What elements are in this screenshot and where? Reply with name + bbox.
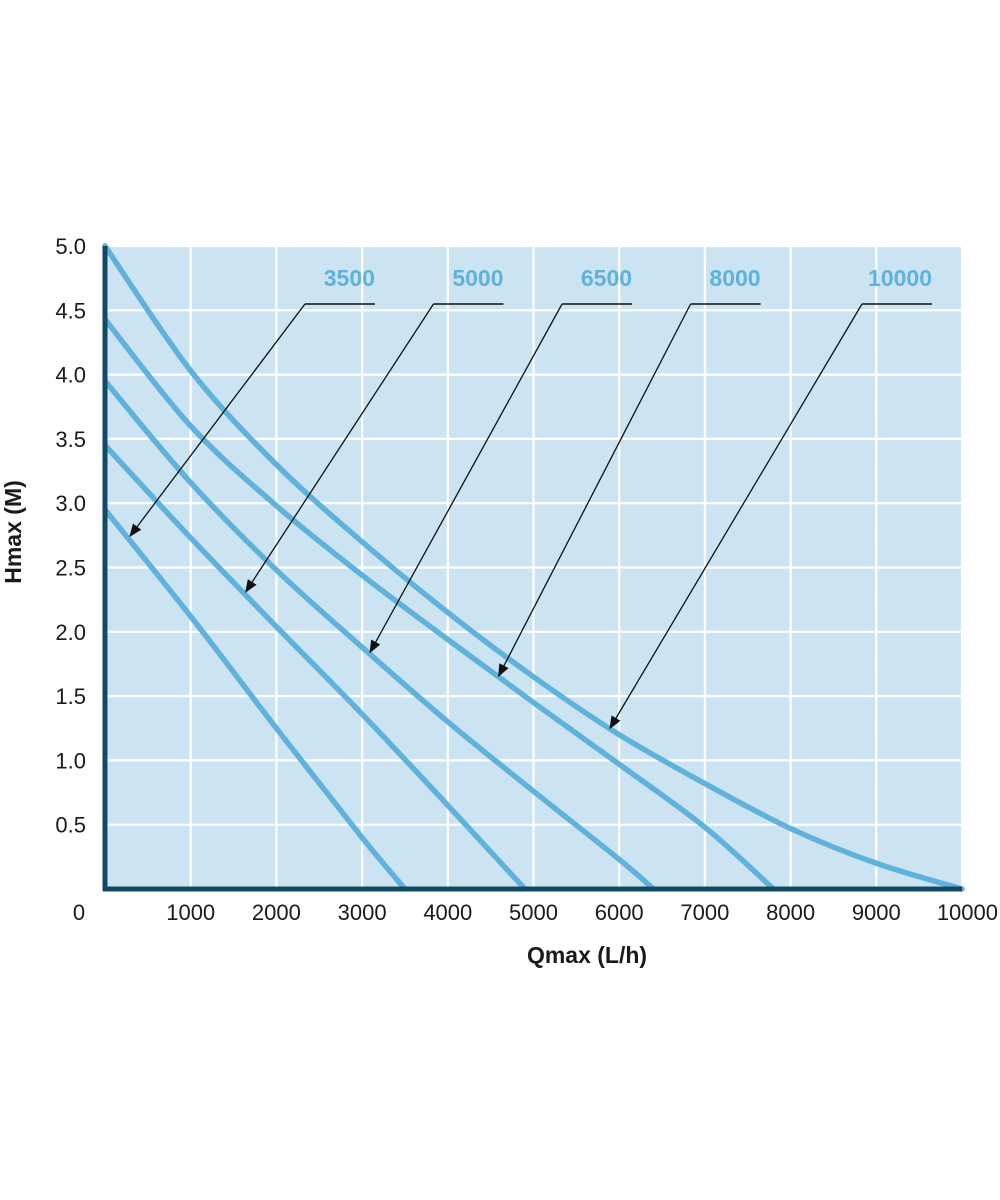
arrow-5000	[245, 303, 435, 593]
x-axis-title: Qmax (L/h)	[527, 942, 647, 968]
y-tick-label: 0.5	[55, 813, 86, 838]
x-tick-label: 4000	[423, 900, 472, 925]
x-tick-label: 5000	[509, 900, 558, 925]
x-tick-label: 6000	[595, 900, 644, 925]
grid-lines	[105, 244, 964, 889]
y-tick-label: 4.5	[55, 298, 86, 323]
arrow-3500	[129, 303, 306, 538]
x-tick-label: 7000	[680, 900, 729, 925]
series-curves	[102, 243, 965, 892]
series-label-8000: 8000	[709, 265, 760, 291]
x-tick-label: 9000	[852, 900, 901, 925]
series-label-6500: 6500	[581, 265, 632, 291]
x-tick-label: 8000	[766, 900, 815, 925]
x-tick-label: 3000	[338, 900, 387, 925]
series-curve-5000	[102, 442, 528, 892]
arrow-6500	[369, 303, 563, 654]
arrow-10000	[609, 303, 863, 730]
series-curve-8000	[102, 316, 777, 892]
y-tick-label: 4.0	[55, 363, 86, 388]
y-tick-label: 2.0	[55, 620, 86, 645]
series-label-3500: 3500	[324, 265, 375, 291]
x-tick-label: 2000	[252, 900, 301, 925]
y-tick-labels: 0.5 1.0 1.5 2.0 2.5 3.0 3.5 4.0 4.5 5.0	[55, 234, 86, 838]
axes	[102, 246, 962, 892]
y-tick-label: 2.5	[55, 556, 86, 581]
series-callouts: 3500 5000 6500 8000 10000	[129, 265, 932, 730]
series-curve-10000	[102, 243, 965, 892]
y-tick-label: 3.5	[55, 427, 86, 452]
y-axis-title: Hmax (M)	[0, 480, 26, 584]
series-label-10000: 10000	[868, 265, 932, 291]
series-curve-6500	[102, 378, 657, 892]
x-tick-labels: 0 1000 2000 3000 4000 5000 6000 7000 8000 9000 100…	[73, 900, 998, 925]
y-tick-label: 5.0	[55, 234, 86, 259]
y-tick-label: 1.5	[55, 684, 86, 709]
y-tick-label: 3.0	[55, 491, 86, 516]
arrow-8000	[498, 303, 692, 678]
y-tick-label: 1.0	[55, 748, 86, 773]
series-label-5000: 5000	[452, 265, 503, 291]
x-tick-label: 1000	[166, 900, 215, 925]
x-tick-label: 0	[73, 900, 85, 925]
series-curve-3500	[102, 506, 408, 892]
x-tick-label: 10000	[937, 900, 998, 925]
